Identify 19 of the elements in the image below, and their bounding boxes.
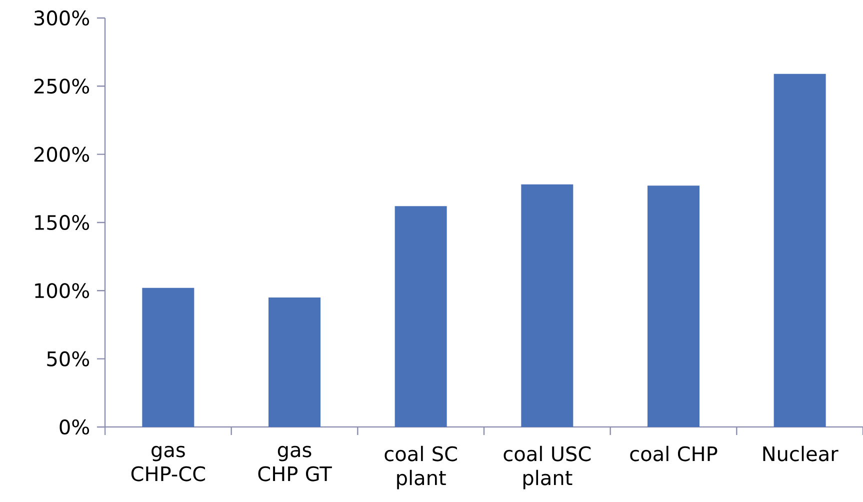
- y-tick-label: 0%: [60, 419, 90, 435]
- bar: [647, 186, 700, 427]
- y-tick-label: 200%: [34, 146, 90, 162]
- y-tick-label: 250%: [34, 78, 90, 94]
- x-tick-label: gas CHP-CC: [131, 446, 205, 482]
- x-tick-label: gas CHP GT: [258, 446, 332, 482]
- y-tick-label: 150%: [35, 214, 90, 230]
- bar: [774, 74, 826, 427]
- x-tick-label: coal CHP: [630, 446, 718, 462]
- y-tick-label: 50%: [47, 351, 90, 366]
- x-tick-label: Nuclear: [763, 446, 838, 462]
- bar: [268, 297, 320, 427]
- bar: [142, 288, 194, 427]
- y-tick-label: 300%: [34, 10, 90, 26]
- bar: [521, 184, 574, 427]
- x-tick-label: coal USC plant: [504, 446, 591, 490]
- bar: [394, 206, 447, 427]
- y-tick-label: 100%: [35, 283, 90, 298]
- x-tick-label: coal SC plant: [384, 446, 457, 490]
